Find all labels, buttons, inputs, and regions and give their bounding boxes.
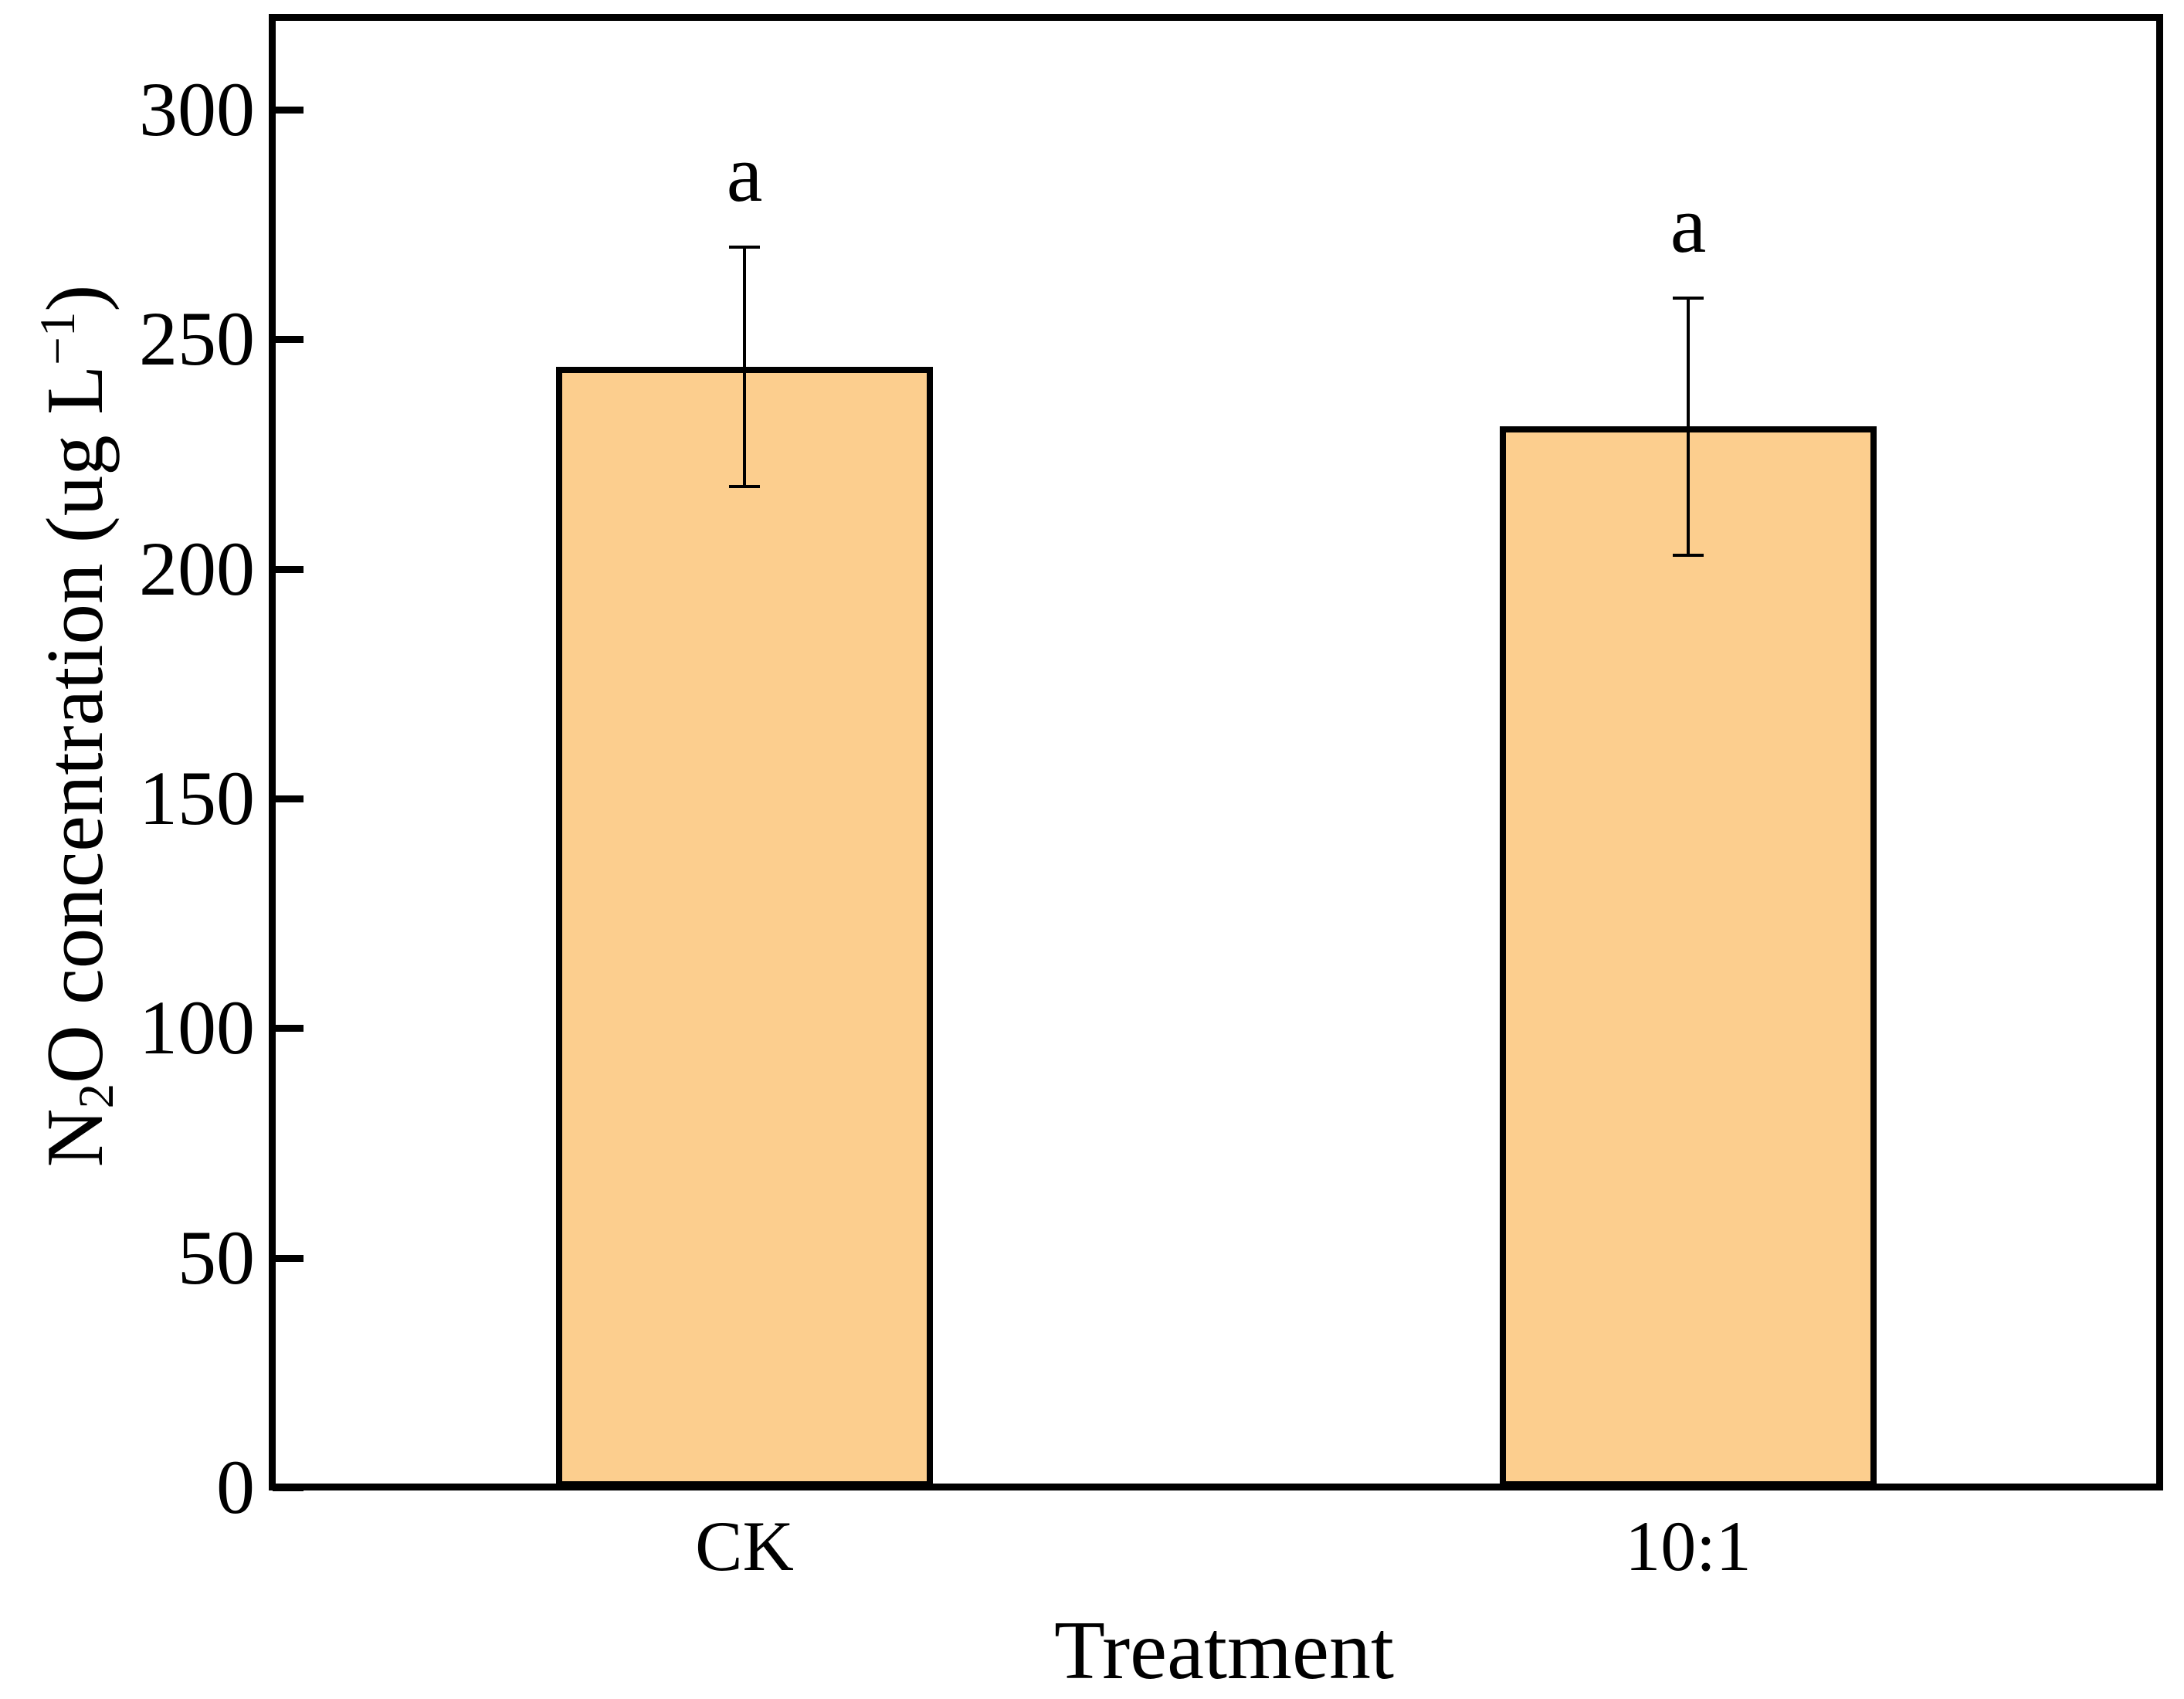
bar-10:1 — [1499, 426, 1877, 1487]
y-tick-label-200: 200 — [139, 525, 255, 612]
error-bar-bottom-cap-10:1 — [1673, 553, 1704, 557]
significance-letter-10:1: a — [1670, 178, 1707, 270]
y-tick-label-0: 0 — [216, 1444, 255, 1530]
error-bar-top-cap-10:1 — [1673, 296, 1704, 300]
error-bar-top-cap-CK — [729, 246, 760, 249]
y-axis-title-text: ) — [29, 284, 120, 312]
bar-CK — [555, 366, 934, 1487]
y-tick-mark-50 — [273, 1254, 304, 1262]
y-tick-label-250: 250 — [139, 296, 255, 382]
x-tick-label-CK: CK — [695, 1507, 794, 1585]
error-bar-line-CK — [743, 247, 746, 487]
y-tick-mark-0 — [273, 1484, 304, 1491]
significance-letter-CK: a — [726, 128, 763, 219]
y-tick-label-300: 300 — [139, 66, 255, 152]
y-tick-mark-150 — [273, 795, 304, 802]
y-tick-label-100: 100 — [139, 985, 255, 1071]
error-bar-line-10:1 — [1687, 297, 1690, 555]
y-tick-label-50: 50 — [178, 1214, 255, 1301]
y-axis-title: N2O concentration (ug L−1) — [12, 0, 124, 1498]
error-bar-bottom-cap-CK — [729, 484, 760, 488]
y-axis-title-sub: 2 — [69, 1083, 125, 1109]
x-axis-title: Treatment — [1054, 1605, 1394, 1697]
y-tick-label-150: 150 — [139, 755, 255, 841]
y-tick-mark-100 — [273, 1025, 304, 1033]
y-axis-title-text: O concentration (ug L — [29, 365, 120, 1083]
y-tick-mark-200 — [273, 565, 304, 573]
y-tick-mark-300 — [273, 106, 304, 114]
x-tick-label-10:1: 10:1 — [1625, 1507, 1752, 1585]
y-axis-title-sup: −1 — [30, 311, 86, 365]
plot-area — [269, 14, 2163, 1490]
y-tick-mark-250 — [273, 336, 304, 344]
y-axis-title-text: N — [29, 1108, 120, 1168]
